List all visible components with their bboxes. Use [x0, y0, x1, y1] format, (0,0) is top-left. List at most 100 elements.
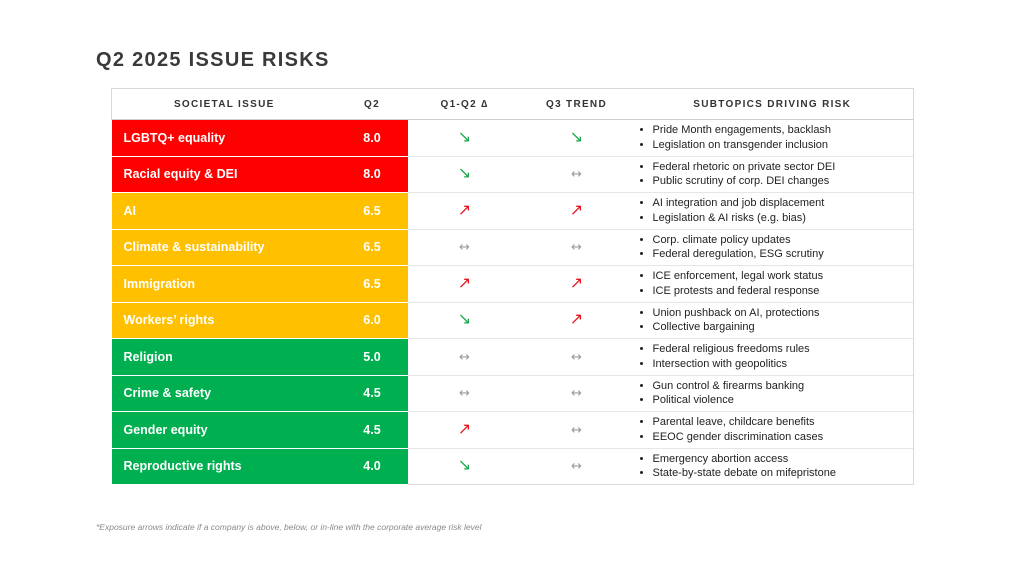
q1-q2-delta-cell: ↔	[408, 339, 522, 376]
issue-name: Workers’ rights	[111, 302, 337, 339]
subtopic-item: Federal religious freedoms rules	[653, 342, 914, 357]
issue-risk-table: SOCIETAL ISSUE Q2 Q1-Q2 ∆ Q3 TREND SUBTO…	[111, 88, 914, 485]
subtopics-cell: Corp. climate policy updatesFederal dere…	[631, 229, 914, 266]
q2-score: 4.5	[336, 375, 408, 412]
subtopics-list: AI integration and job displacementLegis…	[638, 196, 914, 225]
subtopic-item: Legislation & AI risks (e.g. bias)	[653, 211, 914, 226]
subtopics-cell: Pride Month engagements, backlashLegisla…	[631, 119, 914, 156]
q3-trend-cell: ↗	[522, 302, 632, 339]
subtopics-list: Federal religious freedoms rulesIntersec…	[638, 342, 914, 371]
subtopics-cell: Parental leave, childcare benefitsEEOC g…	[631, 411, 914, 448]
q1-q2-delta-cell: ↗	[408, 193, 522, 230]
arrow-up-right-icon: ↗	[457, 272, 472, 292]
q3-trend-cell: ↗	[522, 266, 632, 303]
issue-name: AI	[111, 192, 337, 230]
subtopics-list: Emergency abortion accessState-by-state …	[638, 452, 914, 481]
arrow-down-right-icon: ↘	[457, 163, 472, 183]
subtopic-item: Pride Month engagements, backlash	[653, 123, 914, 138]
issue-name: Gender equity	[111, 411, 337, 449]
header-q3-trend: Q3 TREND	[521, 88, 632, 120]
header-societal-issue: SOCIETAL ISSUE	[111, 88, 337, 120]
q2-score: 6.5	[336, 192, 408, 230]
arrow-up-right-icon: ↗	[457, 199, 472, 219]
arrow-left-right-icon: ↔	[459, 349, 470, 365]
subtopics-list: Pride Month engagements, backlashLegisla…	[638, 123, 914, 152]
q3-trend-cell: ↔	[522, 448, 632, 485]
q1-q2-delta-cell: ↗	[408, 266, 522, 303]
q3-trend-cell: ↔	[522, 339, 632, 376]
header-q1-q2-delta: Q1-Q2 ∆	[407, 88, 522, 120]
subtopics-cell: Gun control & firearms bankingPolitical …	[631, 375, 914, 412]
subtopics-cell: Federal rhetoric on private sector DEIPu…	[631, 156, 914, 193]
q3-trend-cell: ↘	[522, 120, 632, 157]
issue-name: Climate & sustainability	[111, 229, 337, 266]
subtopics-list: ICE enforcement, legal work statusICE pr…	[638, 269, 914, 298]
arrow-up-right-icon: ↗	[569, 309, 584, 329]
subtopic-item: Gun control & firearms banking	[653, 379, 914, 394]
page-title: Q2 2025 ISSUE RISKS	[96, 49, 330, 71]
q1-q2-delta-cell: ↗	[408, 412, 522, 449]
subtopic-item: Intersection with geopolitics	[653, 357, 914, 372]
q3-trend-cell: ↔	[522, 229, 632, 266]
subtopic-item: EEOC gender discrimination cases	[653, 430, 914, 445]
subtopic-item: ICE protests and federal response	[653, 284, 914, 299]
arrow-left-right-icon: ↔	[459, 240, 470, 256]
arrow-down-right-icon: ↘	[457, 455, 472, 475]
q2-score: 8.0	[336, 119, 408, 157]
arrow-left-right-icon: ↔	[571, 167, 582, 183]
subtopics-cell: AI integration and job displacementLegis…	[631, 192, 914, 229]
arrow-down-right-icon: ↘	[457, 309, 472, 329]
subtopics-list: Union pushback on AI, protectionsCollect…	[638, 306, 914, 335]
q2-score: 4.0	[336, 448, 408, 485]
q2-score: 6.5	[336, 229, 408, 266]
q2-score: 4.5	[336, 411, 408, 449]
q1-q2-delta-cell: ↘	[408, 120, 522, 157]
footnote: *Exposure arrows indicate if a company i…	[96, 522, 482, 532]
arrow-left-right-icon: ↔	[571, 459, 582, 475]
issue-name: Racial equity & DEI	[111, 156, 337, 193]
subtopic-item: Corp. climate policy updates	[653, 233, 914, 248]
arrow-down-right-icon: ↘	[457, 126, 472, 146]
q1-q2-delta-cell: ↘	[408, 156, 522, 193]
subtopics-cell: Federal religious freedoms rulesIntersec…	[631, 338, 914, 375]
issue-name: Reproductive rights	[111, 448, 337, 485]
arrow-up-right-icon: ↗	[569, 199, 584, 219]
issue-name: LGBTQ+ equality	[111, 119, 337, 157]
subtopics-list: Parental leave, childcare benefitsEEOC g…	[638, 415, 914, 444]
subtopic-item: Emergency abortion access	[653, 452, 914, 467]
arrow-left-right-icon: ↔	[459, 386, 470, 402]
subtopic-item: Federal rhetoric on private sector DEI	[653, 160, 914, 175]
issue-name: Crime & safety	[111, 375, 337, 412]
subtopic-item: Union pushback on AI, protections	[653, 306, 914, 321]
q2-score: 6.0	[336, 302, 408, 339]
subtopic-item: Political violence	[653, 393, 914, 408]
arrow-left-right-icon: ↔	[571, 386, 582, 402]
subtopics-list: Federal rhetoric on private sector DEIPu…	[638, 160, 914, 189]
subtopics-cell: Union pushback on AI, protectionsCollect…	[631, 302, 914, 339]
table-row: AI6.5 ↗ ↗ AI integration and job displaceme…	[111, 192, 914, 230]
q1-q2-delta-cell: ↘	[408, 448, 522, 485]
q3-trend-cell: ↔	[522, 156, 632, 193]
subtopics-list: Corp. climate policy updatesFederal dere…	[638, 233, 914, 262]
issue-name: Religion	[111, 338, 337, 376]
q1-q2-delta-cell: ↘	[408, 302, 522, 339]
subtopic-item: ICE enforcement, legal work status	[653, 269, 914, 284]
q2-score: 6.5	[336, 265, 408, 303]
arrow-up-right-icon: ↗	[457, 418, 472, 438]
subtopics-cell: ICE enforcement, legal work statusICE pr…	[631, 265, 914, 302]
q3-trend-cell: ↔	[522, 412, 632, 449]
arrow-left-right-icon: ↔	[571, 349, 582, 365]
table-header-row: SOCIETAL ISSUE Q2 Q1-Q2 ∆ Q3 TREND SUBTO…	[111, 88, 914, 120]
subtopic-item: Federal deregulation, ESG scrutiny	[653, 247, 914, 262]
subtopic-item: AI integration and job displacement	[653, 196, 914, 211]
header-subtopics: SUBTOPICS DRIVING RISK	[631, 88, 914, 120]
